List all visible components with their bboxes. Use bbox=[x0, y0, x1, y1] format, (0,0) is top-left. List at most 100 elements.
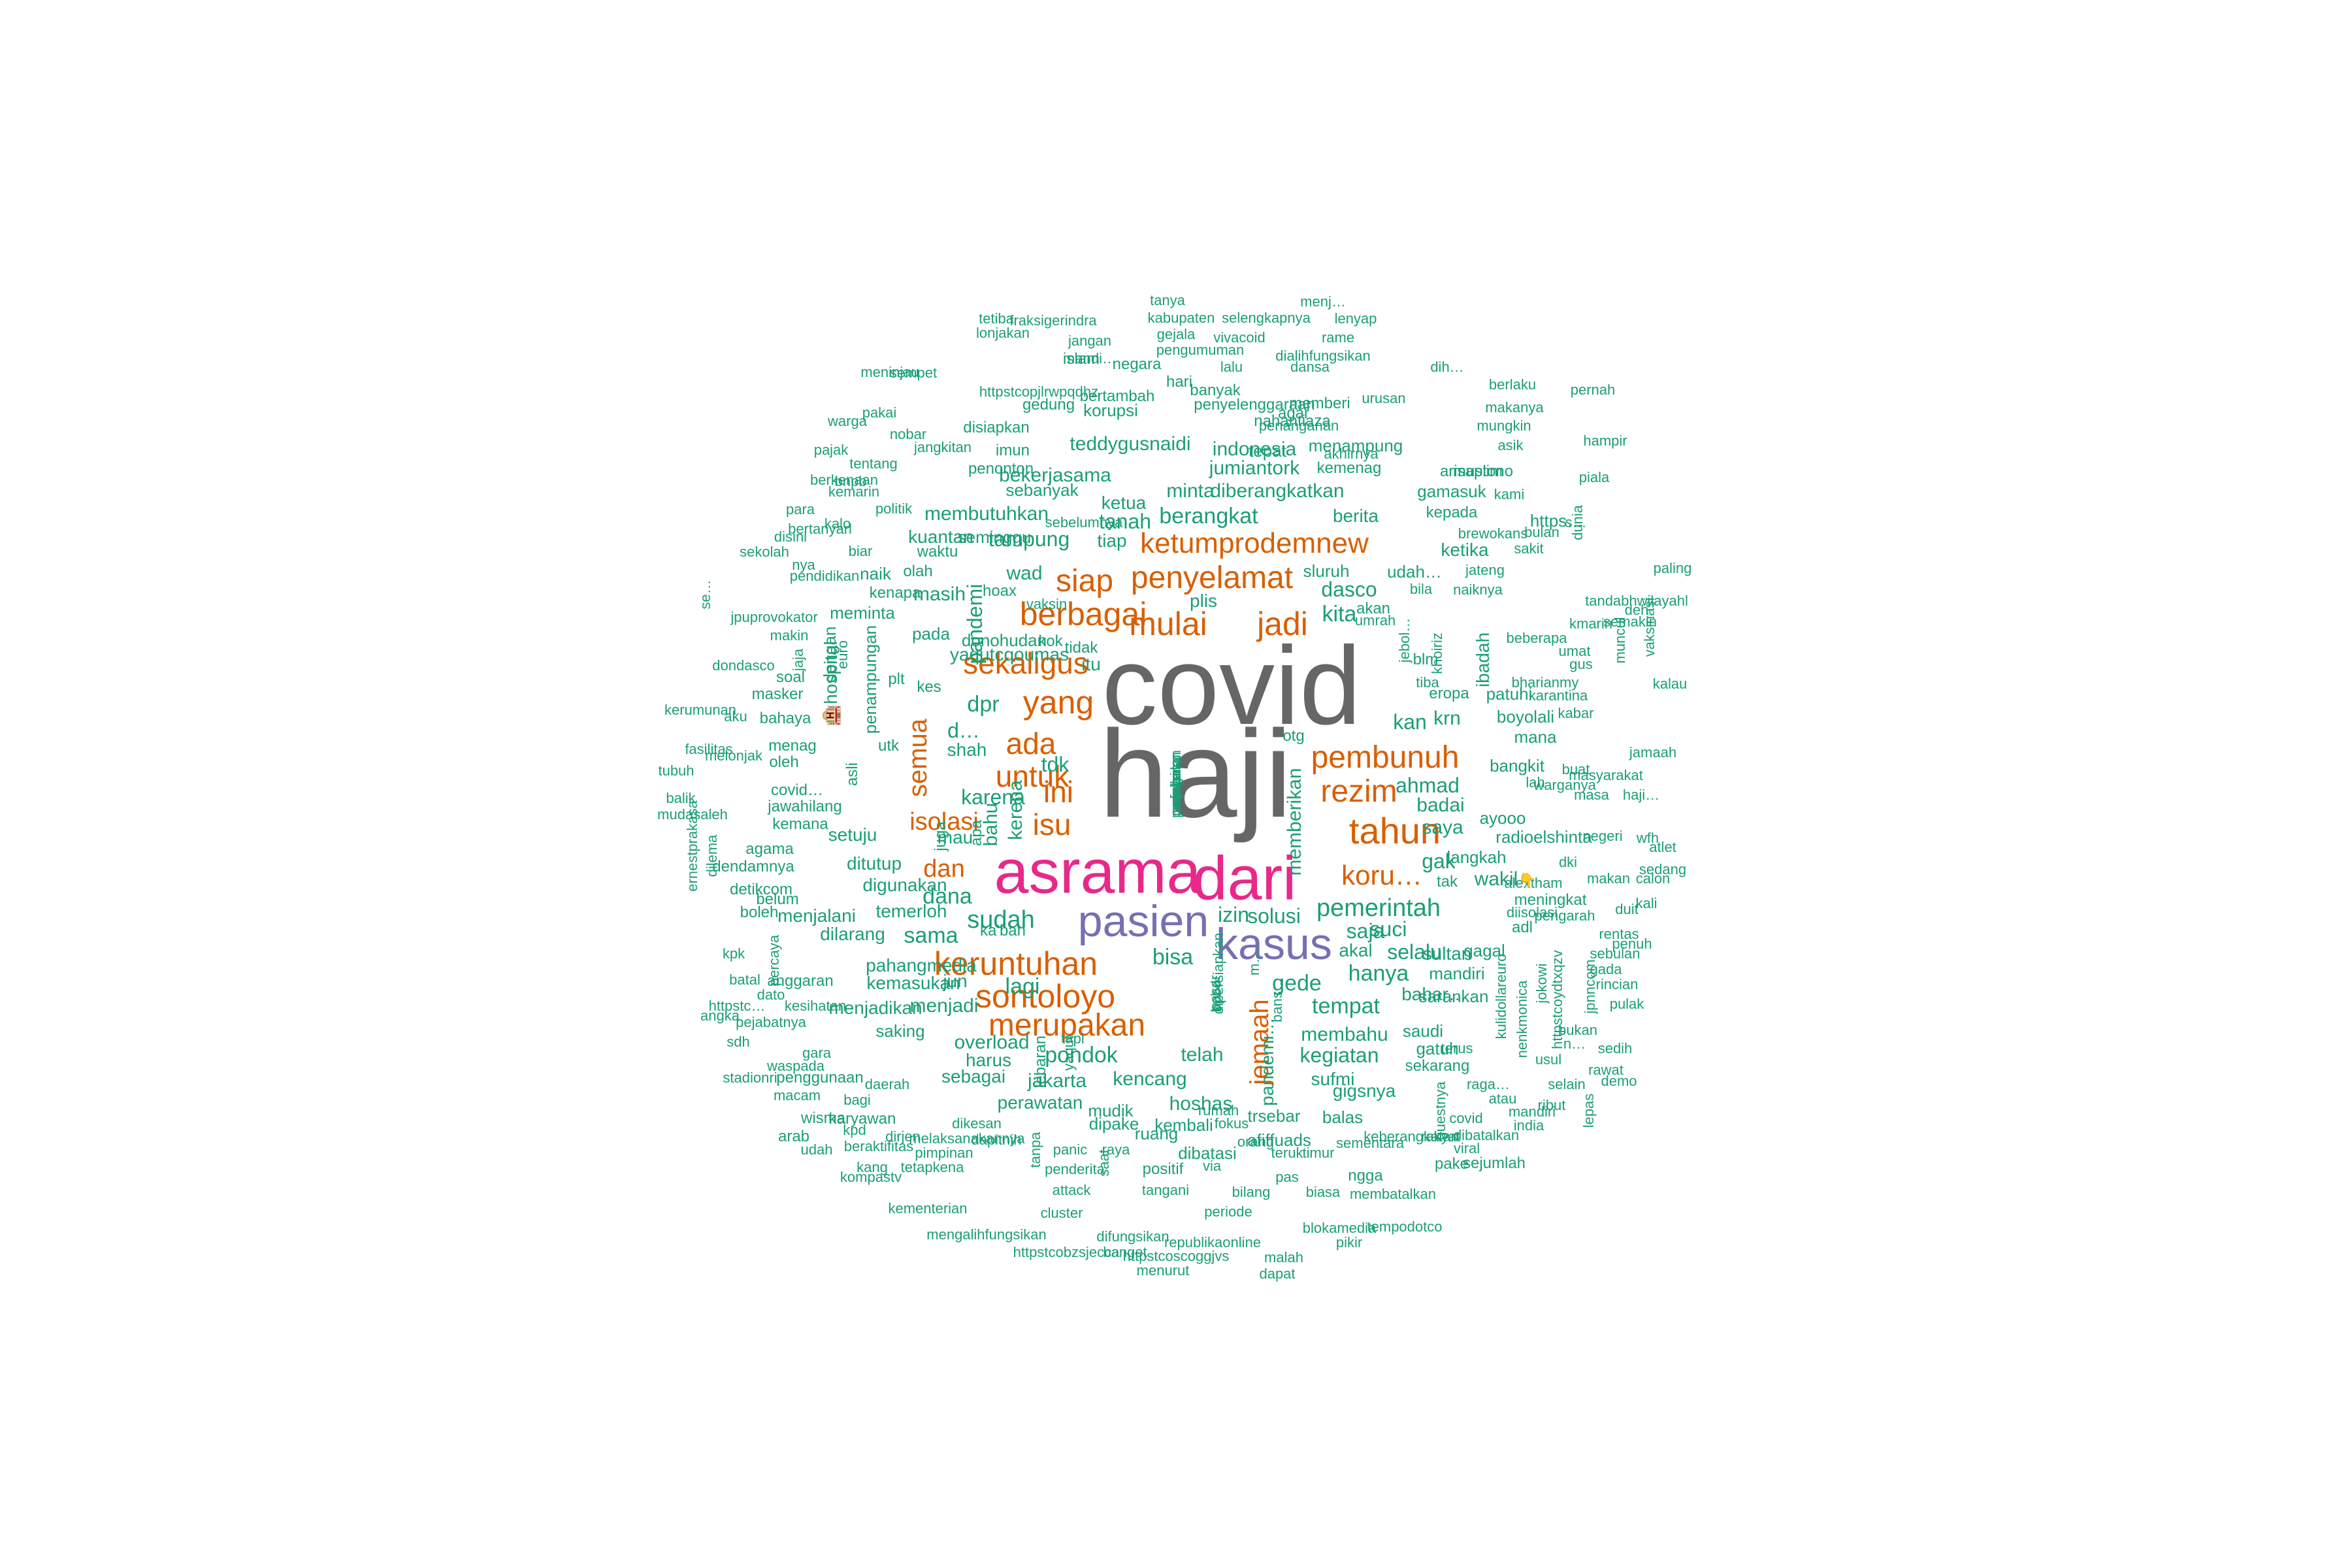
word-370: makin bbox=[770, 627, 809, 644]
word-154: meminta bbox=[830, 603, 895, 623]
word-265: sementara bbox=[1336, 1135, 1404, 1151]
word-9: penyelamat bbox=[1130, 561, 1294, 595]
word-205: batal bbox=[729, 972, 760, 988]
word-131: kemenag bbox=[1316, 459, 1382, 477]
word-314: kmarin bbox=[1569, 615, 1613, 632]
word-6: berbagai bbox=[1019, 596, 1147, 632]
word-338: rame bbox=[1321, 329, 1355, 346]
word-409: dunia bbox=[1569, 505, 1586, 540]
word-417: lepas bbox=[1580, 1093, 1597, 1128]
word-176: pandemi bbox=[963, 583, 987, 664]
word-361: kalo bbox=[824, 515, 851, 532]
word-414: jokowi bbox=[1533, 963, 1550, 1004]
word-98: balas bbox=[1322, 1107, 1364, 1127]
word-349: lonjakan bbox=[976, 325, 1030, 341]
word-94: membahu bbox=[1301, 1024, 1388, 1045]
word-142: islam bbox=[1062, 350, 1100, 368]
word-136: memberi bbox=[1289, 395, 1350, 412]
word-153: kenapa bbox=[869, 584, 921, 602]
word-260: malah bbox=[1264, 1249, 1303, 1266]
word-102: mudik bbox=[1088, 1101, 1134, 1120]
word-150: waktu bbox=[917, 543, 958, 561]
word-339: vivacoid bbox=[1213, 329, 1266, 346]
word-214: waspada bbox=[766, 1058, 825, 1074]
word-149: seminggu bbox=[957, 527, 1032, 547]
word-264: timur bbox=[1302, 1145, 1335, 1161]
word-44: berangkat bbox=[1159, 504, 1258, 529]
word-218: macam bbox=[773, 1087, 821, 1103]
word-27: semua bbox=[904, 718, 932, 798]
word-294: calon bbox=[1635, 870, 1671, 887]
word-323: piala bbox=[1578, 469, 1610, 485]
word-406: sakit bbox=[1514, 540, 1544, 557]
word-354: warga bbox=[828, 413, 867, 429]
word-317: tandabhwilayahl bbox=[1585, 593, 1688, 609]
word-172: jebol… bbox=[1396, 617, 1413, 663]
word-181: apa bbox=[968, 819, 985, 847]
word-110: langkah bbox=[1446, 847, 1507, 867]
word-1: haji bbox=[1099, 705, 1292, 843]
word-219: bagi bbox=[843, 1092, 871, 1108]
word-85: saking bbox=[875, 1021, 925, 1041]
word-299: duit bbox=[1615, 901, 1639, 917]
word-357: bertanyarl bbox=[788, 521, 852, 537]
word-297: alextham bbox=[1504, 875, 1563, 891]
word-147: penonton bbox=[968, 460, 1034, 478]
word-306: jamaah bbox=[1629, 744, 1677, 760]
word-330: urusan bbox=[1362, 390, 1406, 406]
word-83: jun bbox=[943, 971, 968, 991]
word-67: krn bbox=[1433, 708, 1461, 729]
word-254: difungsikan bbox=[1096, 1228, 1169, 1245]
word-5: kasus bbox=[1216, 919, 1332, 969]
word-316: deh bbox=[1624, 602, 1649, 618]
word-367: nya bbox=[792, 557, 815, 573]
word-313: beberapa bbox=[1506, 630, 1567, 646]
word-139: banyak bbox=[1190, 382, 1241, 399]
word-228: beraktifitas bbox=[843, 1138, 914, 1154]
word-362: politik bbox=[875, 500, 913, 517]
word-237: via bbox=[1202, 1158, 1222, 1174]
word-224: dirjen bbox=[885, 1128, 921, 1145]
word-288: rincian bbox=[1595, 976, 1639, 992]
word-312: umat bbox=[1558, 643, 1591, 659]
word-291: sebulan bbox=[1590, 945, 1641, 962]
word-202: boleh bbox=[740, 904, 779, 921]
word-272: covid bbox=[1449, 1110, 1483, 1126]
word-240: pake bbox=[1434, 1155, 1469, 1173]
word-48: diberangkatkan bbox=[1210, 480, 1345, 502]
word-216: penggunaan bbox=[776, 1069, 864, 1086]
word-404: negeri bbox=[1582, 828, 1623, 844]
word-289: gada bbox=[1590, 961, 1622, 977]
word-86: overload bbox=[954, 1032, 1030, 1053]
word-356: berkenaan bbox=[810, 472, 878, 488]
word-52: indonesia bbox=[1212, 438, 1297, 460]
word-276: rumah bbox=[1198, 1102, 1239, 1119]
word-348: tetiba bbox=[979, 310, 1014, 327]
word-132: tepat bbox=[1249, 441, 1286, 461]
word-158: yaqutcqoumas bbox=[949, 644, 1070, 664]
word-129: arisaptono bbox=[1439, 463, 1514, 480]
word-376: tubuh bbox=[658, 762, 694, 779]
word-399: diisolasi bbox=[1506, 904, 1558, 921]
word-401: dki bbox=[1558, 854, 1578, 870]
word-18: pembunuh bbox=[1311, 740, 1460, 775]
word-144: gedung bbox=[1022, 396, 1075, 414]
word-161: itu bbox=[1081, 654, 1101, 674]
word-109: wakil bbox=[1474, 868, 1518, 890]
word-251: blokamedia bbox=[1302, 1220, 1377, 1236]
word-12: sekaligus bbox=[963, 646, 1088, 680]
word-209: kesihatan bbox=[784, 998, 847, 1014]
word-163: plis bbox=[1189, 591, 1218, 611]
word-199: dendamnya bbox=[712, 858, 794, 875]
word-43: solusi bbox=[1247, 904, 1301, 928]
word-244: tangani bbox=[1141, 1182, 1190, 1198]
word-112: radioelshinta bbox=[1495, 827, 1592, 847]
word-380: pakai bbox=[862, 404, 897, 421]
word-124: sluruh bbox=[1303, 561, 1350, 581]
word-60: dasco bbox=[1321, 578, 1377, 601]
word-189: jaja bbox=[790, 648, 806, 672]
word-107: bahar… bbox=[1401, 984, 1467, 1004]
word-295: sedang bbox=[1639, 861, 1687, 877]
word-225: dapitnih bbox=[971, 1132, 1022, 1148]
word-183: utk bbox=[877, 737, 900, 755]
